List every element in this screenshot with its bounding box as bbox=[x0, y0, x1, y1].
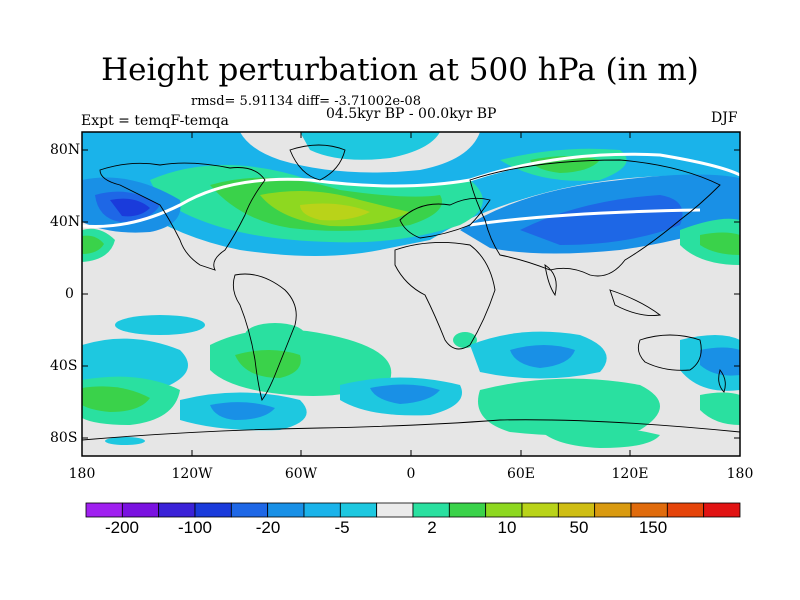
colorbar-swatch bbox=[485, 502, 523, 518]
lon-label-120w: 120W bbox=[171, 466, 213, 482]
colorbar-label: 10 bbox=[497, 518, 517, 537]
zero-contour-nh bbox=[82, 152, 740, 228]
period-text: 04.5kyr BP - 00.0kyr BP bbox=[326, 106, 497, 122]
contour-sh-blue-2 bbox=[700, 347, 740, 376]
colorbar-swatch bbox=[557, 502, 596, 518]
colorbar-swatch bbox=[194, 502, 232, 518]
lat-label-40s: 40S bbox=[50, 358, 78, 374]
colorbar-swatch bbox=[303, 502, 341, 518]
colorbar-label: 2 bbox=[427, 518, 437, 537]
contour-tropic-cyan-1 bbox=[115, 315, 205, 335]
lon-label-120e: 120E bbox=[611, 466, 649, 482]
colorbar-label: 50 bbox=[569, 518, 589, 537]
colorbar-swatch bbox=[339, 502, 378, 518]
colorbar-swatch bbox=[376, 502, 414, 518]
season-label: DJF bbox=[711, 110, 738, 126]
height-contours bbox=[82, 132, 740, 448]
colorbar-swatch bbox=[703, 502, 741, 518]
contour-sh-cyan-1 bbox=[82, 338, 188, 387]
contour-so-green-3 bbox=[700, 392, 740, 425]
contour-antarctic-green bbox=[540, 426, 660, 448]
colorbar-swatch bbox=[121, 502, 160, 518]
colorbar-label: -20 bbox=[255, 518, 281, 537]
map-title: Height perturbation at 500 hPa (in m) bbox=[101, 52, 699, 88]
lat-label-40n: 40N bbox=[50, 214, 81, 230]
lon-label-0: 0 bbox=[406, 466, 416, 482]
lon-label-60w: 60W bbox=[284, 466, 318, 482]
colorbar-label: -5 bbox=[334, 518, 350, 537]
contour-so-blue-2 bbox=[370, 384, 440, 404]
colorbar-swatch bbox=[666, 502, 705, 518]
colorbar-label: 150 bbox=[638, 518, 668, 537]
lat-label-0: 0 bbox=[65, 286, 74, 302]
lat-label-80s: 80S bbox=[50, 430, 78, 446]
colorbar-swatch bbox=[412, 502, 450, 518]
colorbar-label: -100 bbox=[177, 518, 213, 537]
lon-label-180e: 180 bbox=[726, 466, 754, 482]
colorbar-swatch bbox=[267, 502, 305, 518]
lon-label-60e: 60E bbox=[506, 466, 536, 482]
contour-antarctic-cyan bbox=[105, 437, 145, 445]
colorbar-swatch bbox=[448, 502, 487, 518]
colorbar-swatch bbox=[158, 502, 196, 518]
colorbar-swatch bbox=[230, 502, 269, 518]
contour-pacific-deepblue bbox=[110, 198, 150, 217]
axis-ticks bbox=[81, 132, 741, 456]
coastlines bbox=[82, 144, 740, 441]
contour-nepac-lightgreen bbox=[82, 235, 104, 254]
colorbar-swatch bbox=[594, 502, 632, 518]
colorbar-swatch bbox=[85, 502, 123, 518]
contour-sh-lightgreen-1 bbox=[235, 350, 301, 378]
colorbar bbox=[85, 502, 741, 518]
contour-arctic-cyan bbox=[300, 132, 440, 160]
experiment-label: Expt = temqF-temqa bbox=[81, 113, 229, 129]
contour-so-blue-1 bbox=[210, 402, 275, 420]
lat-label-80n: 80N bbox=[50, 142, 81, 158]
contour-so-green-2 bbox=[478, 378, 660, 436]
contour-asia-darkblue bbox=[520, 195, 683, 245]
colorbar-swatch bbox=[521, 502, 559, 518]
stats-text: rmsd= 5.91134 diff= -3.71002e-08 bbox=[191, 94, 421, 109]
colorbar-label: -200 bbox=[104, 518, 140, 537]
contour-so-lightgreen-1 bbox=[82, 386, 150, 412]
contour-westpac-lightgreen bbox=[700, 232, 740, 255]
contour-atlantic-yellow bbox=[300, 203, 370, 221]
contour-sh-blue-1 bbox=[510, 345, 575, 368]
colorbar-swatch bbox=[630, 502, 668, 518]
zero-contour-nh-2 bbox=[469, 208, 701, 227]
lon-label-180w: 180 bbox=[68, 466, 96, 482]
